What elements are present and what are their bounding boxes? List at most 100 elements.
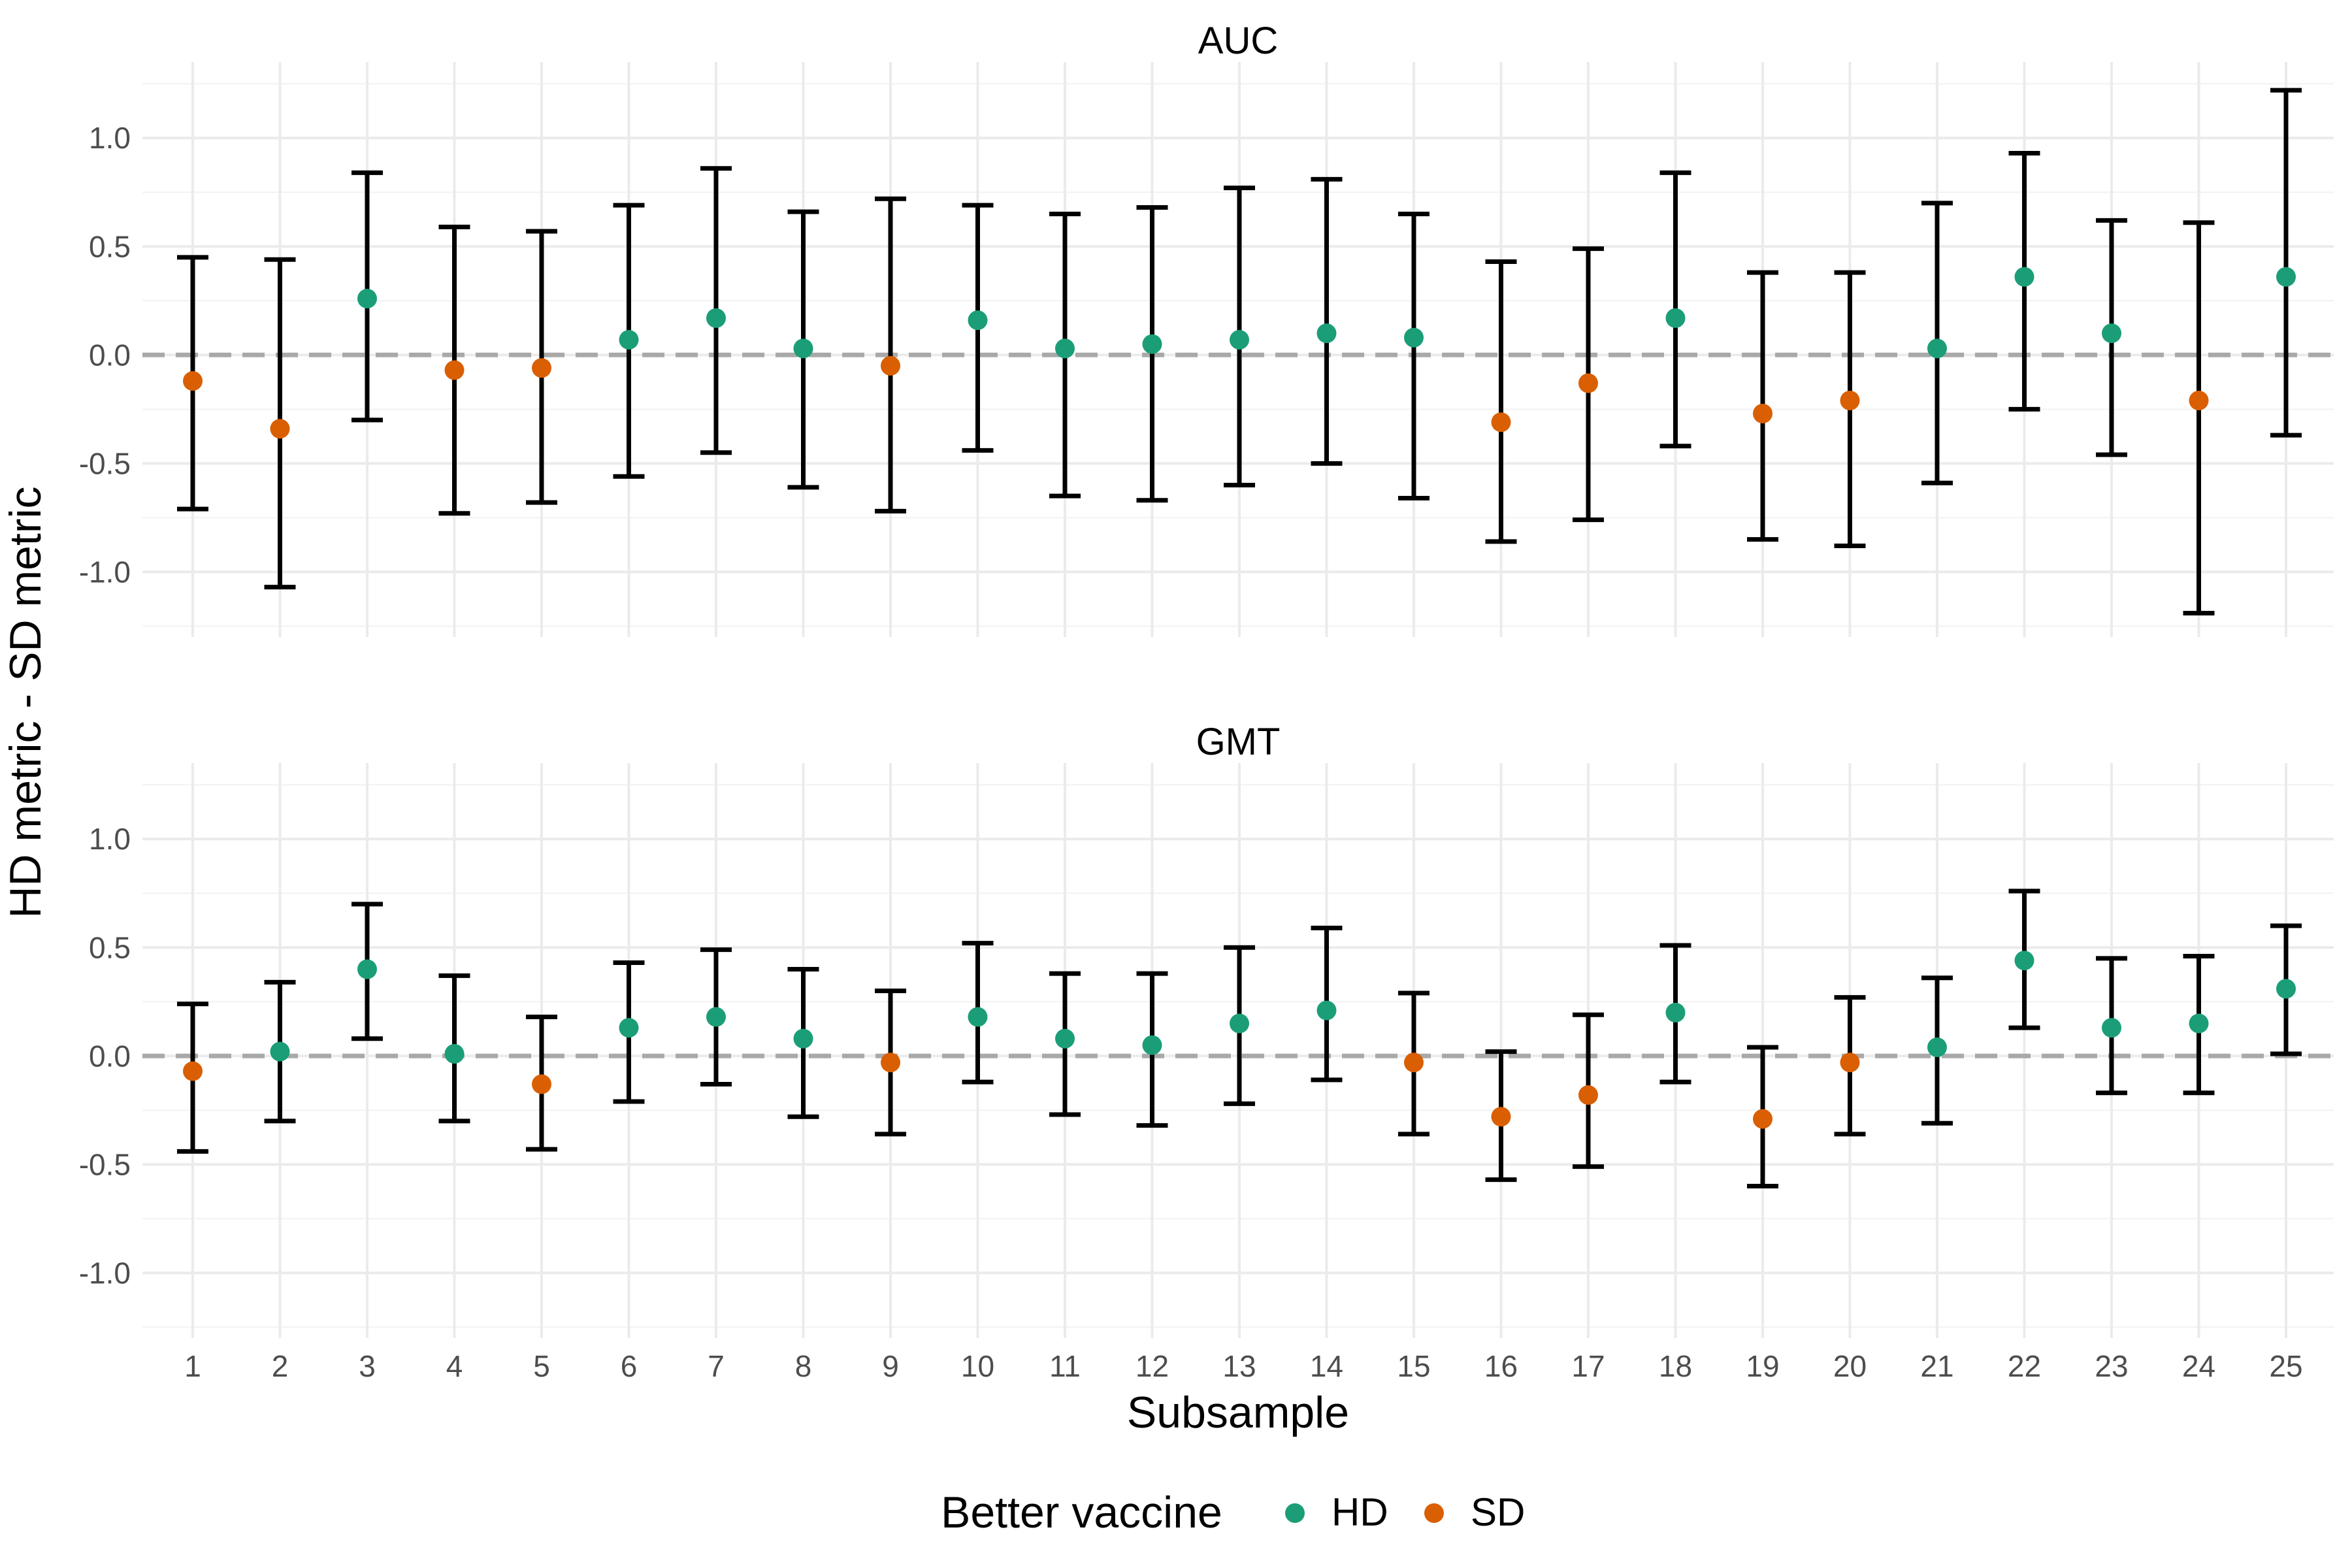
data-point [706, 308, 726, 328]
data-point [1578, 373, 1598, 393]
x-tick-label: 17 [1571, 1349, 1605, 1383]
x-tick-label: 20 [1833, 1349, 1867, 1383]
error-bar [1398, 211, 1429, 500]
data-point [1753, 1109, 1772, 1129]
x-tick-label: 16 [1484, 1349, 1518, 1383]
data-point [1230, 1013, 1249, 1034]
data-point [1927, 1037, 1947, 1058]
data-point [1578, 1085, 1598, 1105]
y-tick-label: 1.0 [89, 822, 131, 856]
data-point [1230, 330, 1249, 350]
data-point [1404, 1053, 1424, 1073]
x-tick-label: 6 [621, 1349, 638, 1383]
data-point [2014, 267, 2034, 287]
x-tick-label: 12 [1135, 1349, 1169, 1383]
legend-label-hd: HD [1331, 1490, 1388, 1534]
y-tick-label: 0.0 [89, 338, 131, 372]
data-point [1404, 327, 1424, 348]
data-point [1316, 1000, 1337, 1021]
data-point [2014, 951, 2034, 971]
y-tick-label: -1.0 [79, 1256, 131, 1290]
data-point [881, 355, 900, 376]
data-point [968, 310, 988, 331]
panel-gmt: -1.0 -0.5 0.0 0.5 1.0 GMT [79, 721, 2334, 1338]
x-tick-label: 8 [795, 1349, 812, 1383]
error-bar [2270, 88, 2302, 438]
panel-title: AUC [1198, 20, 1278, 62]
data-point [532, 1074, 551, 1094]
x-tick-label: 10 [961, 1349, 994, 1383]
data-point [1840, 391, 1860, 411]
data-point [968, 1007, 988, 1027]
legend-label-sd: SD [1471, 1490, 1525, 1534]
data-point [357, 288, 377, 308]
panel-auc: -1.0 -0.5 0.0 0.5 1.0 AUC [79, 20, 2334, 637]
x-tick-label: 5 [533, 1349, 550, 1383]
x-axis-title: Subsample [1127, 1388, 1349, 1437]
data-point [1753, 403, 1772, 423]
data-point [619, 330, 639, 350]
data-point [270, 1041, 290, 1062]
x-tick-label: 9 [882, 1349, 899, 1383]
legend: Better vaccine HD SD [941, 1488, 1525, 1537]
data-point [1055, 1028, 1075, 1049]
data-point [1665, 308, 1686, 328]
data-point [532, 358, 551, 378]
data-point [1491, 412, 1511, 433]
y-axis-title: HD metric - SD metric [1, 486, 50, 918]
data-point [270, 419, 290, 439]
error-bar [2183, 220, 2215, 615]
y-tick-label: 1.0 [89, 121, 131, 155]
x-tick-label: 1 [184, 1349, 201, 1383]
data-point [183, 1061, 203, 1081]
error-bar [1485, 259, 1517, 544]
y-tick-label: 0.5 [89, 229, 131, 263]
data-point [2276, 267, 2296, 287]
data-point [2276, 979, 2296, 999]
data-point [1927, 338, 1947, 359]
data-point [881, 1053, 900, 1073]
y-tick-label: 0.5 [89, 930, 131, 964]
x-tick-label: 3 [359, 1349, 376, 1383]
data-point [2102, 1018, 2121, 1038]
x-tick-label: 24 [2182, 1349, 2215, 1383]
y-tick-label: -0.5 [79, 1147, 131, 1181]
data-point [357, 959, 377, 979]
data-point [444, 360, 465, 380]
x-tick-label: 22 [2008, 1349, 2041, 1383]
x-tick-label: 2 [272, 1349, 289, 1383]
data-point [793, 1028, 813, 1049]
data-point [793, 338, 813, 359]
x-tick-label: 11 [1049, 1349, 1081, 1383]
panel-title: GMT [1196, 721, 1281, 763]
data-point [619, 1018, 639, 1038]
x-tick-label: 7 [708, 1349, 725, 1383]
x-tick-label: 14 [1310, 1349, 1343, 1383]
data-point [1491, 1107, 1511, 1127]
x-tick-label: 18 [1659, 1349, 1692, 1383]
data-point [1142, 334, 1162, 354]
x-tick-label: 23 [2095, 1349, 2128, 1383]
error-bar [875, 196, 906, 514]
y-tick-label: -0.5 [79, 446, 131, 480]
x-tick-label: 25 [2269, 1349, 2302, 1383]
error-bar [1311, 176, 1343, 466]
data-point [2189, 391, 2209, 411]
x-tick-label: 19 [1746, 1349, 1779, 1383]
x-tick-label: 15 [1397, 1349, 1430, 1383]
y-tick-label: -1.0 [79, 555, 131, 589]
legend-title: Better vaccine [941, 1488, 1222, 1537]
legend-swatch-hd [1285, 1503, 1305, 1523]
data-point [2189, 1013, 2209, 1034]
data-point [2102, 323, 2121, 344]
data-point [1316, 323, 1337, 344]
y-tick-label: 0.0 [89, 1039, 131, 1073]
x-tick-label: 4 [446, 1349, 463, 1383]
x-tick-label: 13 [1222, 1349, 1256, 1383]
data-point [444, 1043, 465, 1064]
data-point [1055, 338, 1075, 359]
x-tick-label: 21 [1920, 1349, 1953, 1383]
x-axis: 1 2 3 4 5 6 7 8 9 10 11 12 13 14 15 16 17 18 19 20 21 22 23 24 2… [184, 1349, 2302, 1383]
